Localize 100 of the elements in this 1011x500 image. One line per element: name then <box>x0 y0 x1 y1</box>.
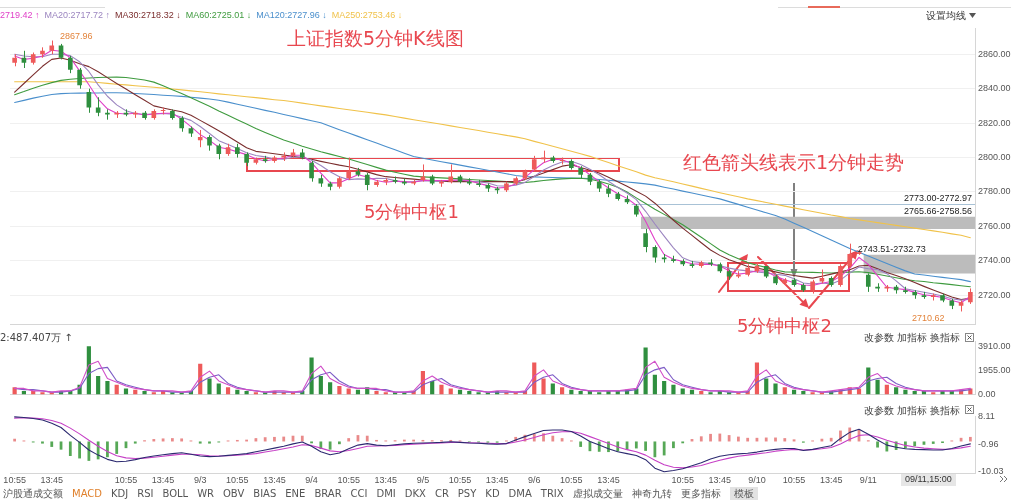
x-tick-label: 9/4 <box>305 474 318 485</box>
bar <box>829 437 833 442</box>
candlestick <box>865 272 871 293</box>
text: DMA <box>508 486 532 500</box>
x-tick-label: 9/10 <box>748 474 766 485</box>
bar <box>318 376 323 395</box>
bar <box>653 441 657 458</box>
bar <box>142 390 147 395</box>
x-tick-label: 10:55 <box>560 474 583 485</box>
x-tick-label: 9/6 <box>528 474 541 485</box>
annotation: 加指标 <box>897 405 927 416</box>
bar <box>699 436 703 442</box>
y-tick-label: 2840.00 <box>978 83 1011 94</box>
annotation: 2:487.407万 ↑ <box>0 332 73 343</box>
bar <box>328 382 333 395</box>
text: MA20:2717.72 ↑ <box>44 10 111 21</box>
bar <box>133 441 137 444</box>
y-tick-label: 2760.00 <box>978 220 1011 231</box>
text: CR <box>434 486 449 500</box>
bar <box>662 380 667 395</box>
x-tick-label: 9/5 <box>416 474 430 485</box>
x-tick-label: 13:45 <box>374 474 398 485</box>
bar <box>50 441 54 447</box>
bar <box>273 436 276 442</box>
candlestick <box>309 160 314 183</box>
bar <box>40 392 45 395</box>
annotation: 换指标 <box>930 332 960 343</box>
bar <box>662 441 666 456</box>
bar <box>541 378 546 395</box>
bar <box>105 380 110 395</box>
text: 沪股通成交额 <box>3 486 63 500</box>
text: MA120:2727.96 ↓ <box>256 10 327 21</box>
annotation: 09/11,15:00 <box>905 474 952 485</box>
x-tick-label: 10:55 <box>3 474 26 485</box>
x-tick-label: 13:45 <box>708 474 732 485</box>
bar <box>634 441 638 449</box>
x-tick-label: 10:55 <box>226 474 249 485</box>
x-tick-label: 10:55 <box>671 474 694 485</box>
bar <box>216 383 221 395</box>
y-tick-label: -10.03 <box>978 466 1004 477</box>
bar <box>439 384 444 395</box>
bar <box>68 441 72 457</box>
text: 2719.42 ↑ <box>0 10 40 21</box>
annotation: 改参数 <box>864 405 894 416</box>
x-tick-label: 13:45 <box>263 474 286 485</box>
bar <box>644 441 647 451</box>
candlestick <box>105 108 110 121</box>
bar <box>783 438 787 442</box>
text: BRAR <box>314 486 342 500</box>
candlestick <box>346 157 351 181</box>
bar <box>170 438 174 442</box>
x-tick-label: 10:55 <box>448 474 472 485</box>
y-tick-label: 2780.00 <box>978 186 1011 197</box>
bar <box>913 441 917 447</box>
bar <box>207 378 212 395</box>
bar <box>374 390 379 395</box>
bar <box>448 388 453 395</box>
y-tick-label: 1955.00 <box>978 364 1011 375</box>
candlestick <box>847 243 853 269</box>
text: TRIX <box>540 486 564 500</box>
text: DMI <box>376 486 396 500</box>
bar <box>718 433 722 442</box>
y-tick-label: 2820.00 <box>978 117 1011 128</box>
band-label: 2743.51-2732.73 <box>857 243 926 254</box>
bar <box>346 388 351 395</box>
bar <box>579 441 583 447</box>
x-tick-label: 13:45 <box>597 474 620 485</box>
text: RSI <box>137 486 154 500</box>
text: ENE <box>285 486 306 500</box>
text: 设置均线 <box>926 10 966 21</box>
text: KDJ <box>110 486 129 500</box>
bar <box>708 392 713 395</box>
text: KD <box>485 486 500 500</box>
y-tick-label: 0.00 <box>978 389 996 400</box>
bar <box>338 441 341 445</box>
bar <box>782 387 787 395</box>
y-tick-label: 3910.00 <box>978 340 1011 351</box>
text: BIAS <box>253 486 277 500</box>
bar <box>680 388 685 395</box>
bar <box>365 435 369 442</box>
y-tick-label: 2860.00 <box>978 48 1011 59</box>
y-tick-label: 2800.00 <box>978 152 1011 163</box>
bar <box>87 441 91 461</box>
annotation: 5分钟中枢1 <box>364 201 459 222</box>
x-tick-label: 13:45 <box>151 474 175 485</box>
text: MA30:2718.32 ↓ <box>115 10 181 21</box>
bar <box>671 384 676 395</box>
annotation: 红色箭头线表示1分钟走势 <box>683 151 905 173</box>
x-tick-label: 9/11 <box>859 474 877 485</box>
text: DKX <box>404 486 426 500</box>
text: OBV <box>223 486 245 500</box>
x-tick-label: 10:55 <box>782 474 806 485</box>
bar <box>347 438 351 442</box>
text: WR <box>197 486 214 500</box>
candlestick <box>643 228 648 253</box>
bar <box>123 388 129 395</box>
text: MA250:2753.46 ↓ <box>331 10 403 21</box>
y-tick-label: 8.11 <box>978 411 995 422</box>
bar <box>328 441 332 450</box>
bar <box>263 437 267 442</box>
